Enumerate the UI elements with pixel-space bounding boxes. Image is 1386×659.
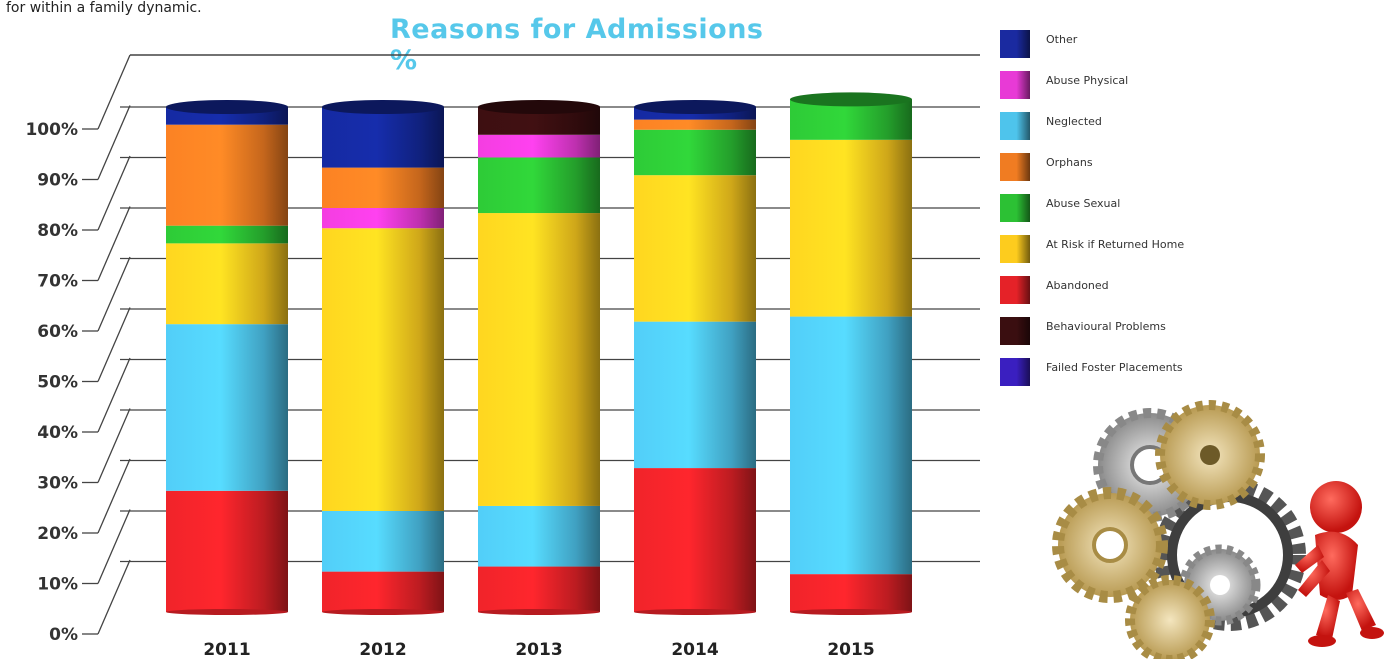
bar-segment [478,505,600,567]
y-tick-label: 20% [37,524,78,544]
y-tick-label: 10% [37,575,78,595]
bar-cap [166,100,288,114]
bar-segment [166,124,288,226]
bar-base [478,609,600,615]
grid-slant-line [97,307,131,382]
x-tick-label: 2014 [671,640,718,659]
y-tick-label: 100% [25,120,78,140]
bar-segment [478,566,600,612]
bar-segment [322,167,444,208]
bar-segment [166,243,288,325]
bar-segment [322,571,444,612]
y-tick-label: 90% [37,171,78,191]
bar-segment [790,574,912,612]
x-tick-label: 2015 [827,640,874,659]
chart-title: Reasons for Admissions % [390,14,764,76]
legend-label: Abandoned [1046,279,1109,292]
legend-label: Other [1046,33,1078,46]
bar-segment [634,129,756,176]
bar-base [166,609,288,615]
grid-slant-line [97,509,131,584]
x-tick-label: 2012 [359,640,406,659]
grid-slant-line [97,206,131,281]
legend-swatch [1000,235,1030,263]
legend-swatch [1000,153,1030,181]
bar-segment [166,490,288,612]
grid-slant-line [97,105,131,180]
legend-swatch [1000,317,1030,345]
bar-cap [322,100,444,114]
legend-item: Behavioural Problems [1000,317,1220,351]
y-tick-label: 40% [37,423,78,443]
bar-segment [478,213,600,506]
x-tick-label: 2013 [515,640,562,659]
legend-item: Abuse Physical [1000,71,1220,105]
y-tick-label: 30% [37,474,78,494]
bar-base [634,609,756,615]
legend-item: Neglected [1000,112,1220,146]
y-tick-label: 0% [49,625,78,645]
legend-swatch [1000,71,1030,99]
grid-slant-line [97,559,131,635]
grid-slant-line [97,408,131,483]
legend-item: Abandoned [1000,276,1220,310]
y-tick-label: 60% [37,322,78,342]
legend-item: Abuse Sexual [1000,194,1220,228]
legend-item: At Risk if Returned Home [1000,235,1220,269]
legend-swatch [1000,194,1030,222]
y-tick-label: 70% [37,272,78,292]
grid-slant-line [97,357,131,433]
legend-swatch [1000,276,1030,304]
bar-segment [322,208,444,229]
bar-segment [478,134,600,158]
grid-slant-line [97,54,131,130]
bar-segment [166,324,288,491]
bar-cap [634,100,756,114]
bar-segment [790,139,912,317]
legend-label: Failed Foster Placements [1046,361,1183,374]
bar-segment [166,225,288,244]
bar-segment [634,321,756,469]
legend-item: Other [1000,30,1220,64]
y-tick-label: 80% [37,221,78,241]
intro-text: for within a family dynamic. [6,0,202,16]
legend-swatch [1000,30,1030,58]
legend-label: Behavioural Problems [1046,320,1166,333]
y-tick-label: 50% [37,373,78,393]
bar-segment [634,468,756,612]
legend-item: Failed Foster Placements [1000,358,1220,392]
legend-swatch [1000,112,1030,140]
legend-label: Orphans [1046,156,1093,169]
grid-slant-line [97,155,131,231]
legend-label: Abuse Physical [1046,74,1129,87]
legend-label: Neglected [1046,115,1102,128]
grid-slant-line [97,256,131,332]
legend-label: Abuse Sexual [1046,197,1121,210]
bar-segment [322,511,444,572]
bar-cap [478,100,600,114]
bar-segment [790,316,912,575]
red-figure-pushing-gears-icon [1052,400,1384,659]
bar-segment [634,175,756,322]
legend-label: At Risk if Returned Home [1046,238,1185,251]
stacked-bar-chart: 0% 10% 20% 30% 40% 50% 60% 70% 80% 90% 100% 2011 201… [25,54,980,659]
bar-segment [634,119,756,130]
grid-slant-line [97,458,131,534]
bar-cap [790,92,912,107]
bar-segment [478,157,600,214]
bar-base [322,609,444,615]
legend-swatch [1000,358,1030,386]
bar-base [790,609,912,615]
bar-segment [322,228,444,511]
x-tick-label: 2011 [203,640,250,659]
legend-item: Orphans [1000,153,1220,187]
bar-segment [322,107,444,168]
